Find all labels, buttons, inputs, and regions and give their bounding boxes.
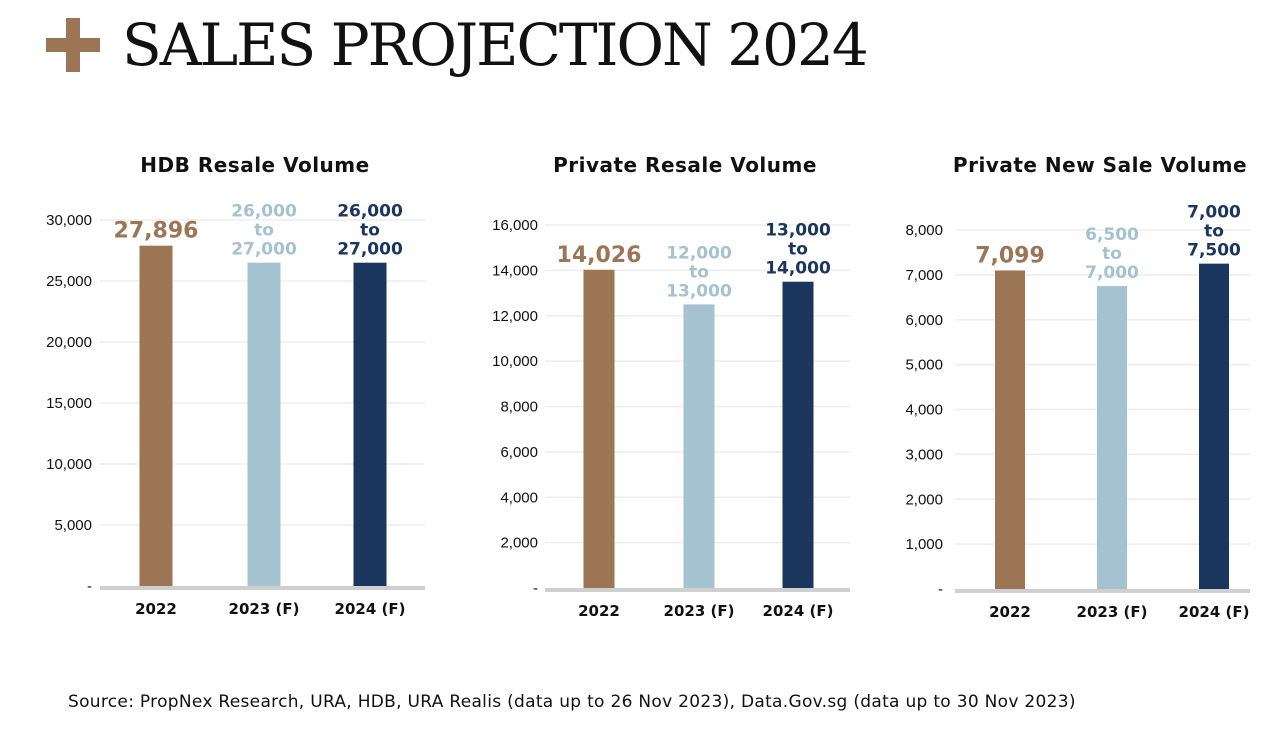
data-label: 27,000: [337, 240, 403, 260]
y-tick-label: -: [87, 578, 92, 595]
bar: [995, 270, 1025, 589]
data-label: 6,500: [1085, 225, 1139, 245]
page-title: SALES PROJECTION 2024: [122, 11, 869, 79]
bar: [1199, 263, 1229, 589]
data-label: 26,000: [231, 202, 297, 222]
y-tick-label: 20,000: [46, 334, 92, 351]
y-tick-label: 10,000: [492, 353, 538, 370]
bar: [247, 262, 281, 586]
chart-title: HDB Resale Volume: [140, 153, 369, 177]
plus-icon-vertical: [66, 18, 80, 72]
category-label: 2024 (F): [335, 600, 406, 618]
chart-title: Private Resale Volume: [553, 153, 817, 177]
data-label: 7,000: [1187, 203, 1241, 223]
data-label: 7,000: [1085, 263, 1139, 283]
chart-svg-private-resale: Private Resale Volume - 2,000 4,000 6,000 8,0…: [492, 153, 850, 620]
bar: [683, 304, 715, 588]
bar: [353, 262, 387, 586]
y-tick-label: 7,000: [905, 267, 943, 284]
data-label: 13,000: [765, 221, 831, 241]
chart-private-new-sale-volume: Private New Sale Volume - 1,000 2,000 3,000 4…: [880, 140, 1270, 640]
chart-svg-hdb-resale: HDB Resale Volume - 5,000 10,000 15,000 20,00…: [46, 153, 425, 618]
chart-private-resale-volume: Private Resale Volume - 2,000 4,000 6,000 8,0…: [470, 140, 870, 640]
chart-hdb-resale-volume: HDB Resale Volume - 5,000 10,000 15,000 20,00…: [30, 140, 440, 640]
y-tick-label: 4,000: [905, 402, 943, 419]
y-tick-label: 12,000: [492, 308, 538, 325]
data-label: 12,000: [666, 243, 732, 263]
category-label: 2022: [989, 603, 1031, 621]
y-tick-label: 2,000: [905, 491, 943, 508]
chart-title: Private New Sale Volume: [953, 153, 1247, 177]
category-label: 2024 (F): [1179, 603, 1250, 621]
y-tick-label: 5,000: [905, 357, 943, 374]
data-label: 7,099: [975, 243, 1045, 268]
data-label: 14,026: [557, 243, 642, 268]
data-label: 13,000: [666, 281, 732, 301]
data-label: to: [1102, 244, 1122, 264]
plus-icon: [46, 18, 100, 72]
y-tick-label: 5,000: [54, 517, 92, 534]
category-label: 2022: [135, 600, 177, 618]
y-tick-label: 8,000: [905, 222, 943, 239]
data-label: 26,000: [337, 202, 403, 222]
category-label: 2023 (F): [664, 602, 735, 620]
data-label: to: [254, 221, 274, 241]
y-tick-label: 30,000: [46, 212, 92, 229]
y-tick-label: 25,000: [46, 273, 92, 290]
category-label: 2024 (F): [763, 602, 834, 620]
bar: [782, 281, 814, 588]
data-label: 14,000: [765, 259, 831, 279]
data-label: to: [788, 240, 808, 260]
y-tick-label: 6,000: [905, 312, 943, 329]
y-tick-label: 1,000: [905, 536, 943, 553]
source-note: Source: PropNex Research, URA, HDB, URA …: [68, 692, 1076, 712]
y-tick-label: -: [533, 580, 538, 597]
y-tick-label: 6,000: [500, 444, 538, 461]
y-tick-label: 15,000: [46, 395, 92, 412]
data-label: 27,000: [231, 240, 297, 260]
category-label: 2023 (F): [229, 600, 300, 618]
bar: [583, 269, 615, 588]
y-tick-label: 16,000: [492, 217, 538, 234]
y-tick-label: 10,000: [46, 456, 92, 473]
y-tick-label: 4,000: [500, 489, 538, 506]
y-tick-label: 14,000: [492, 262, 538, 279]
y-tick-label: 8,000: [500, 399, 538, 416]
category-label: 2023 (F): [1077, 603, 1148, 621]
data-label: 7,500: [1187, 241, 1241, 261]
category-label: 2022: [578, 602, 620, 620]
bar: [1097, 286, 1127, 589]
bar: [139, 245, 173, 586]
page-header: SALES PROJECTION 2024: [46, 10, 869, 80]
y-tick-label: -: [938, 581, 943, 598]
data-label: to: [1204, 222, 1224, 242]
chart-svg-private-new-sale: Private New Sale Volume - 1,000 2,000 3,000 4…: [905, 153, 1250, 621]
data-label: to: [689, 262, 709, 282]
data-label: 27,896: [114, 219, 199, 244]
y-tick-label: 2,000: [500, 535, 538, 552]
data-label: to: [360, 221, 380, 241]
y-tick-label: 3,000: [905, 446, 943, 463]
